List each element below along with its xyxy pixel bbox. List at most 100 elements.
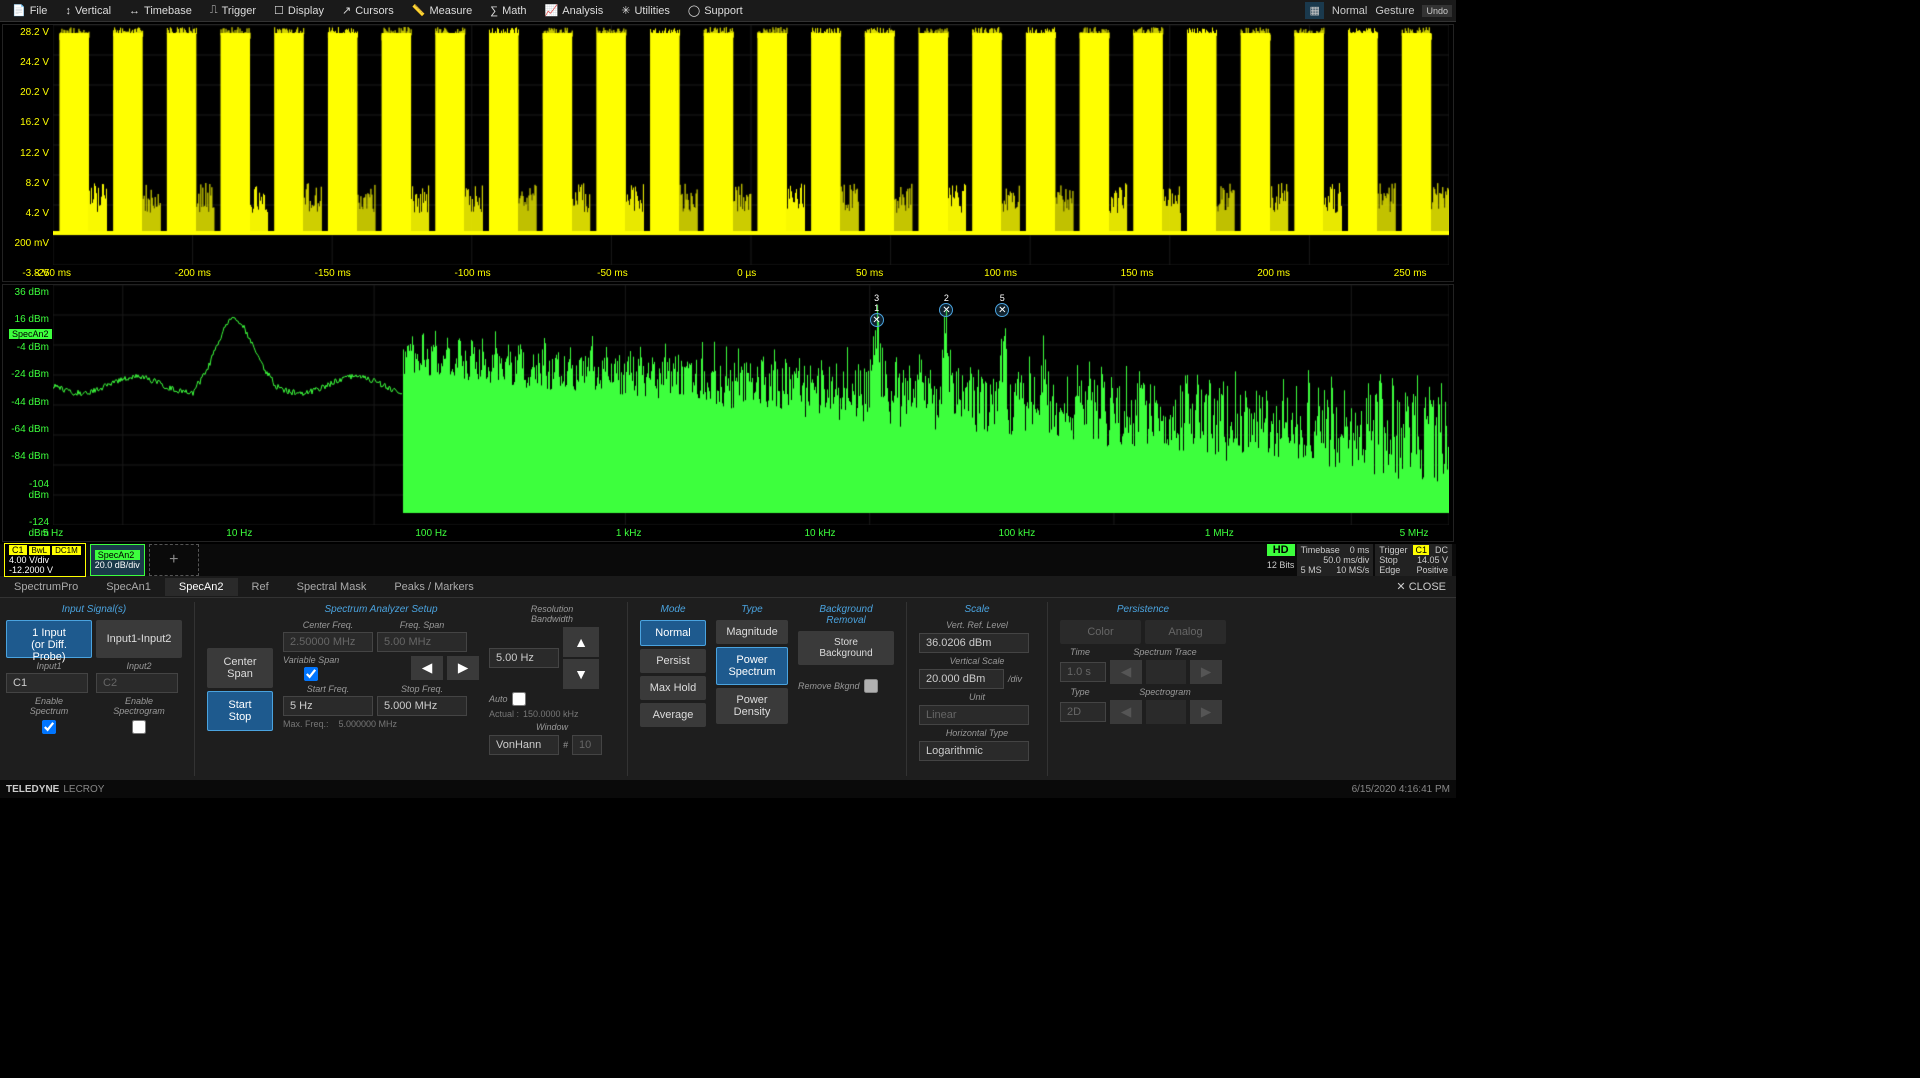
menu-support[interactable]: ◯Support <box>680 2 751 19</box>
add-channel-button[interactable]: + <box>149 544 199 576</box>
input2-label: Input2 <box>96 661 182 671</box>
spectrogram-prev-button: ◀ <box>1110 700 1142 724</box>
vref-label: Vert. Ref. Level <box>919 620 1035 630</box>
panel-close-button[interactable]: ✕ CLOSE <box>1386 578 1456 595</box>
input-diff-button[interactable]: Input1-Input2 <box>96 620 182 658</box>
start-stop-button[interactable]: Start Stop <box>207 691 273 731</box>
tab-specan1[interactable]: SpecAn1 <box>92 578 165 596</box>
timestamp-label: 6/15/2020 4:16:41 PM <box>1352 784 1450 795</box>
vscale-field[interactable] <box>919 669 1004 689</box>
persist-type-field <box>1060 702 1106 722</box>
persist-time-field <box>1060 662 1106 682</box>
persist-time-label: Time <box>1060 647 1100 657</box>
channel-c1[interactable]: C1 BwL DC1M 4.00 V/div -12.2000 V <box>4 543 86 577</box>
stop-freq-field[interactable] <box>377 696 467 716</box>
menu-measure[interactable]: 📏Measure <box>404 2 481 19</box>
type-title: Type <box>716 604 788 615</box>
cursors-icon: ↗ <box>342 4 351 17</box>
undo-button[interactable]: Undo <box>1422 5 1452 17</box>
unit-field <box>919 705 1029 725</box>
max-freq-value: 5.000000 MHz <box>339 719 398 729</box>
tab-peaks-markers[interactable]: Peaks / Markers <box>380 578 487 596</box>
spectrogram-label: Spectrogram <box>1104 687 1226 697</box>
mode-title: Mode <box>640 604 706 615</box>
persist-type-label: Type <box>1060 687 1100 697</box>
timebase-icon: ↔ <box>129 5 140 17</box>
file-icon: 📄 <box>12 4 26 17</box>
input1-field[interactable] <box>6 673 88 693</box>
vref-field[interactable] <box>919 633 1029 653</box>
menu-utilities[interactable]: ✳Utilities <box>613 2 678 19</box>
start-freq-field[interactable] <box>283 696 373 716</box>
enable-spectrum-label: Enable Spectrum <box>30 696 69 716</box>
span-right-button[interactable]: ▶ <box>447 656 479 680</box>
window-field[interactable] <box>489 735 559 755</box>
window-label: Window <box>489 722 615 732</box>
tab-spectral-mask[interactable]: Spectral Mask <box>283 578 381 596</box>
timebase-info[interactable]: Timebase0 ms 50.0 ms/div 5 MS10 MS/s <box>1297 544 1374 576</box>
auto-checkbox[interactable] <box>512 692 526 706</box>
resolution-bandwidth-field[interactable] <box>489 648 559 668</box>
tab-spectrumpro[interactable]: SpectrumPro <box>0 578 92 596</box>
stop-freq-label: Stop Freq. <box>377 684 467 694</box>
menubar: 📄File ↕Vertical ↔Timebase ⎍Trigger ☐Disp… <box>0 0 1456 22</box>
brand-label: TELEDYNE <box>6 784 59 795</box>
mode-average-button[interactable]: Average <box>640 703 706 727</box>
span-left-button[interactable]: ◀ <box>411 656 443 680</box>
input-signals-title: Input Signal(s) <box>6 604 182 615</box>
per-div-label: /div <box>1008 674 1022 684</box>
rbw-down-button[interactable]: ▼ <box>563 659 599 689</box>
center-freq-label: Center Freq. <box>283 620 373 630</box>
menu-vertical[interactable]: ↕Vertical <box>57 2 119 19</box>
scope-mode-icon[interactable]: ▦ <box>1305 2 1323 19</box>
htype-field[interactable] <box>919 741 1029 761</box>
tab-ref[interactable]: Ref <box>238 578 283 596</box>
vertical-icon: ↕ <box>65 5 71 17</box>
one-input-button[interactable]: 1 Input (or Diff. Probe) <box>6 620 92 658</box>
menu-timebase[interactable]: ↔Timebase <box>121 2 200 19</box>
type-power-density-button[interactable]: Power Density <box>716 688 788 724</box>
auto-label: Auto <box>489 694 508 704</box>
freq-span-label: Freq. Span <box>377 620 467 630</box>
analysis-icon: 📈 <box>545 4 559 17</box>
trigger-info[interactable]: TriggerC1DC Stop14.05 V EdgePositive <box>1375 544 1452 576</box>
enable-spectrum-checkbox[interactable] <box>42 720 56 734</box>
type-power-spectrum-button[interactable]: Power Spectrum <box>716 647 788 685</box>
enable-spectrogram-checkbox[interactable] <box>132 720 146 734</box>
bits-label: 12 Bits <box>1267 558 1295 570</box>
variable-span-checkbox[interactable] <box>304 667 318 681</box>
close-icon: ✕ <box>1396 581 1405 593</box>
mode-normal-button[interactable]: Normal <box>640 620 706 646</box>
menu-display[interactable]: ☐Display <box>266 2 332 19</box>
menu-math[interactable]: ∑Math <box>482 2 534 19</box>
measure-icon: 📏 <box>412 4 426 17</box>
persist-next-button: ▶ <box>1190 660 1222 684</box>
store-background-button[interactable]: Store Background <box>798 631 894 665</box>
menu-analysis[interactable]: 📈Analysis <box>537 2 612 19</box>
actual-label: Actual : <box>489 709 519 719</box>
menu-file[interactable]: 📄File <box>4 2 55 19</box>
mode-maxhold-button[interactable]: Max Hold <box>640 676 706 700</box>
channel-specan2[interactable]: SpecAn2 20.0 dB/div <box>90 544 145 576</box>
mode-persist-button[interactable]: Persist <box>640 649 706 673</box>
persistence-title: Persistence <box>1060 604 1226 615</box>
background-title: Background Removal <box>798 604 894 626</box>
hd-badge: HD <box>1267 544 1295 556</box>
menu-cursors[interactable]: ↗Cursors <box>334 2 402 19</box>
support-icon: ◯ <box>688 4 700 17</box>
type-magnitude-button[interactable]: Magnitude <box>716 620 788 644</box>
rbw-up-button[interactable]: ▲ <box>563 627 599 657</box>
display-icon: ☐ <box>274 4 284 17</box>
remove-bkgnd-checkbox <box>864 679 878 693</box>
triangle-up-icon: ▲ <box>574 634 588 650</box>
htype-label: Horizontal Type <box>919 728 1035 738</box>
menu-trigger[interactable]: ⎍Trigger <box>202 2 264 19</box>
tab-specan2[interactable]: SpecAn2 <box>165 578 238 596</box>
gesture-button[interactable]: Gesture <box>1375 5 1414 17</box>
input1-label: Input1 <box>6 661 92 671</box>
center-span-button[interactable]: Center Span <box>207 648 273 688</box>
freq-span-field <box>377 632 467 652</box>
spectrum-plot[interactable]: 36 dBm16 dBm-4 dBm-24 dBm-44 dBm-64 dBm-… <box>2 284 1454 542</box>
spectrum-trace-label: Spectrum Trace <box>1104 647 1226 657</box>
time-domain-plot[interactable]: 28.2 V24.2 V20.2 V16.2 V12.2 V8.2 V4.2 V… <box>2 24 1454 282</box>
